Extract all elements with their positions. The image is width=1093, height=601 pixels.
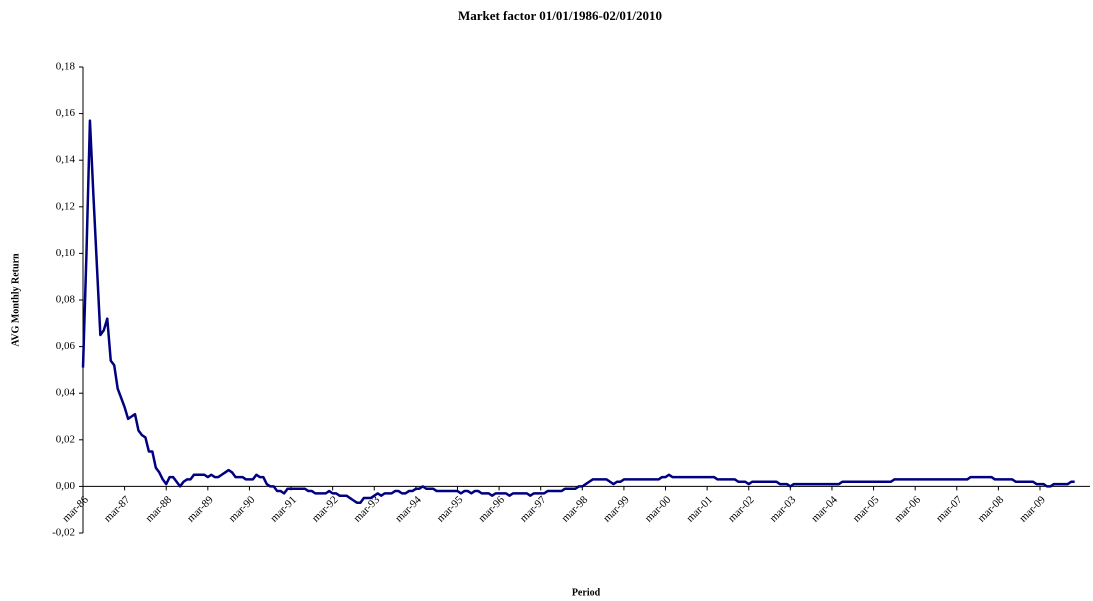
- chart-title: Market factor 01/01/1986-02/01/2010: [458, 8, 662, 23]
- x-tick-label: mar-92: [310, 494, 341, 525]
- x-tick-label: mar-00: [643, 493, 674, 524]
- y-tick-label: 0,16: [56, 107, 76, 119]
- x-tick-label: mar-05: [851, 493, 882, 524]
- y-tick-label: 0,12: [56, 200, 75, 212]
- x-tick-label: mar-01: [684, 494, 715, 525]
- x-tick-label: mar-88: [143, 493, 174, 524]
- x-tick-label: mar-02: [726, 494, 757, 525]
- x-tick-label: mar-07: [934, 493, 965, 524]
- x-tick-label: mar-08: [976, 493, 1007, 524]
- x-axis-title: Period: [572, 587, 601, 598]
- x-tick-label: mar-87: [102, 493, 133, 524]
- x-tick-label: mar-97: [518, 493, 549, 524]
- y-tick-label: 0,10: [56, 247, 76, 259]
- x-tick-label: mar-98: [559, 493, 590, 524]
- x-tick-label: mar-09: [1017, 493, 1048, 524]
- x-tick-label: mar-04: [809, 493, 840, 524]
- x-tick-label: mar-90: [227, 493, 258, 524]
- y-tick-label: -0,02: [52, 527, 75, 539]
- y-tick-label: 0,18: [56, 61, 76, 73]
- data-line: [81, 119, 1075, 504]
- x-tick-label: mar-03: [767, 493, 798, 524]
- y-tick-label: 0,02: [56, 433, 75, 445]
- x-tick-label: mar-94: [393, 493, 424, 524]
- x-tick-label: mar-95: [435, 493, 466, 524]
- x-tick-label: mar-06: [892, 493, 923, 524]
- y-tick-label: 0,08: [56, 294, 76, 306]
- y-tick-label: 0,06: [56, 340, 76, 352]
- x-tick-label: mar-91: [268, 494, 299, 525]
- y-tick-label: 0,14: [56, 154, 76, 166]
- x-tick-label: mar-99: [601, 493, 632, 524]
- y-tick-label: 0,00: [56, 480, 76, 492]
- x-tick-label: mar-96: [476, 493, 507, 524]
- x-tick-label: mar-86: [60, 493, 91, 524]
- y-tick-label: 0,04: [56, 387, 76, 399]
- x-tick-label: mar-89: [185, 493, 216, 524]
- y-axis-title: AVG Monthly Return: [10, 253, 21, 347]
